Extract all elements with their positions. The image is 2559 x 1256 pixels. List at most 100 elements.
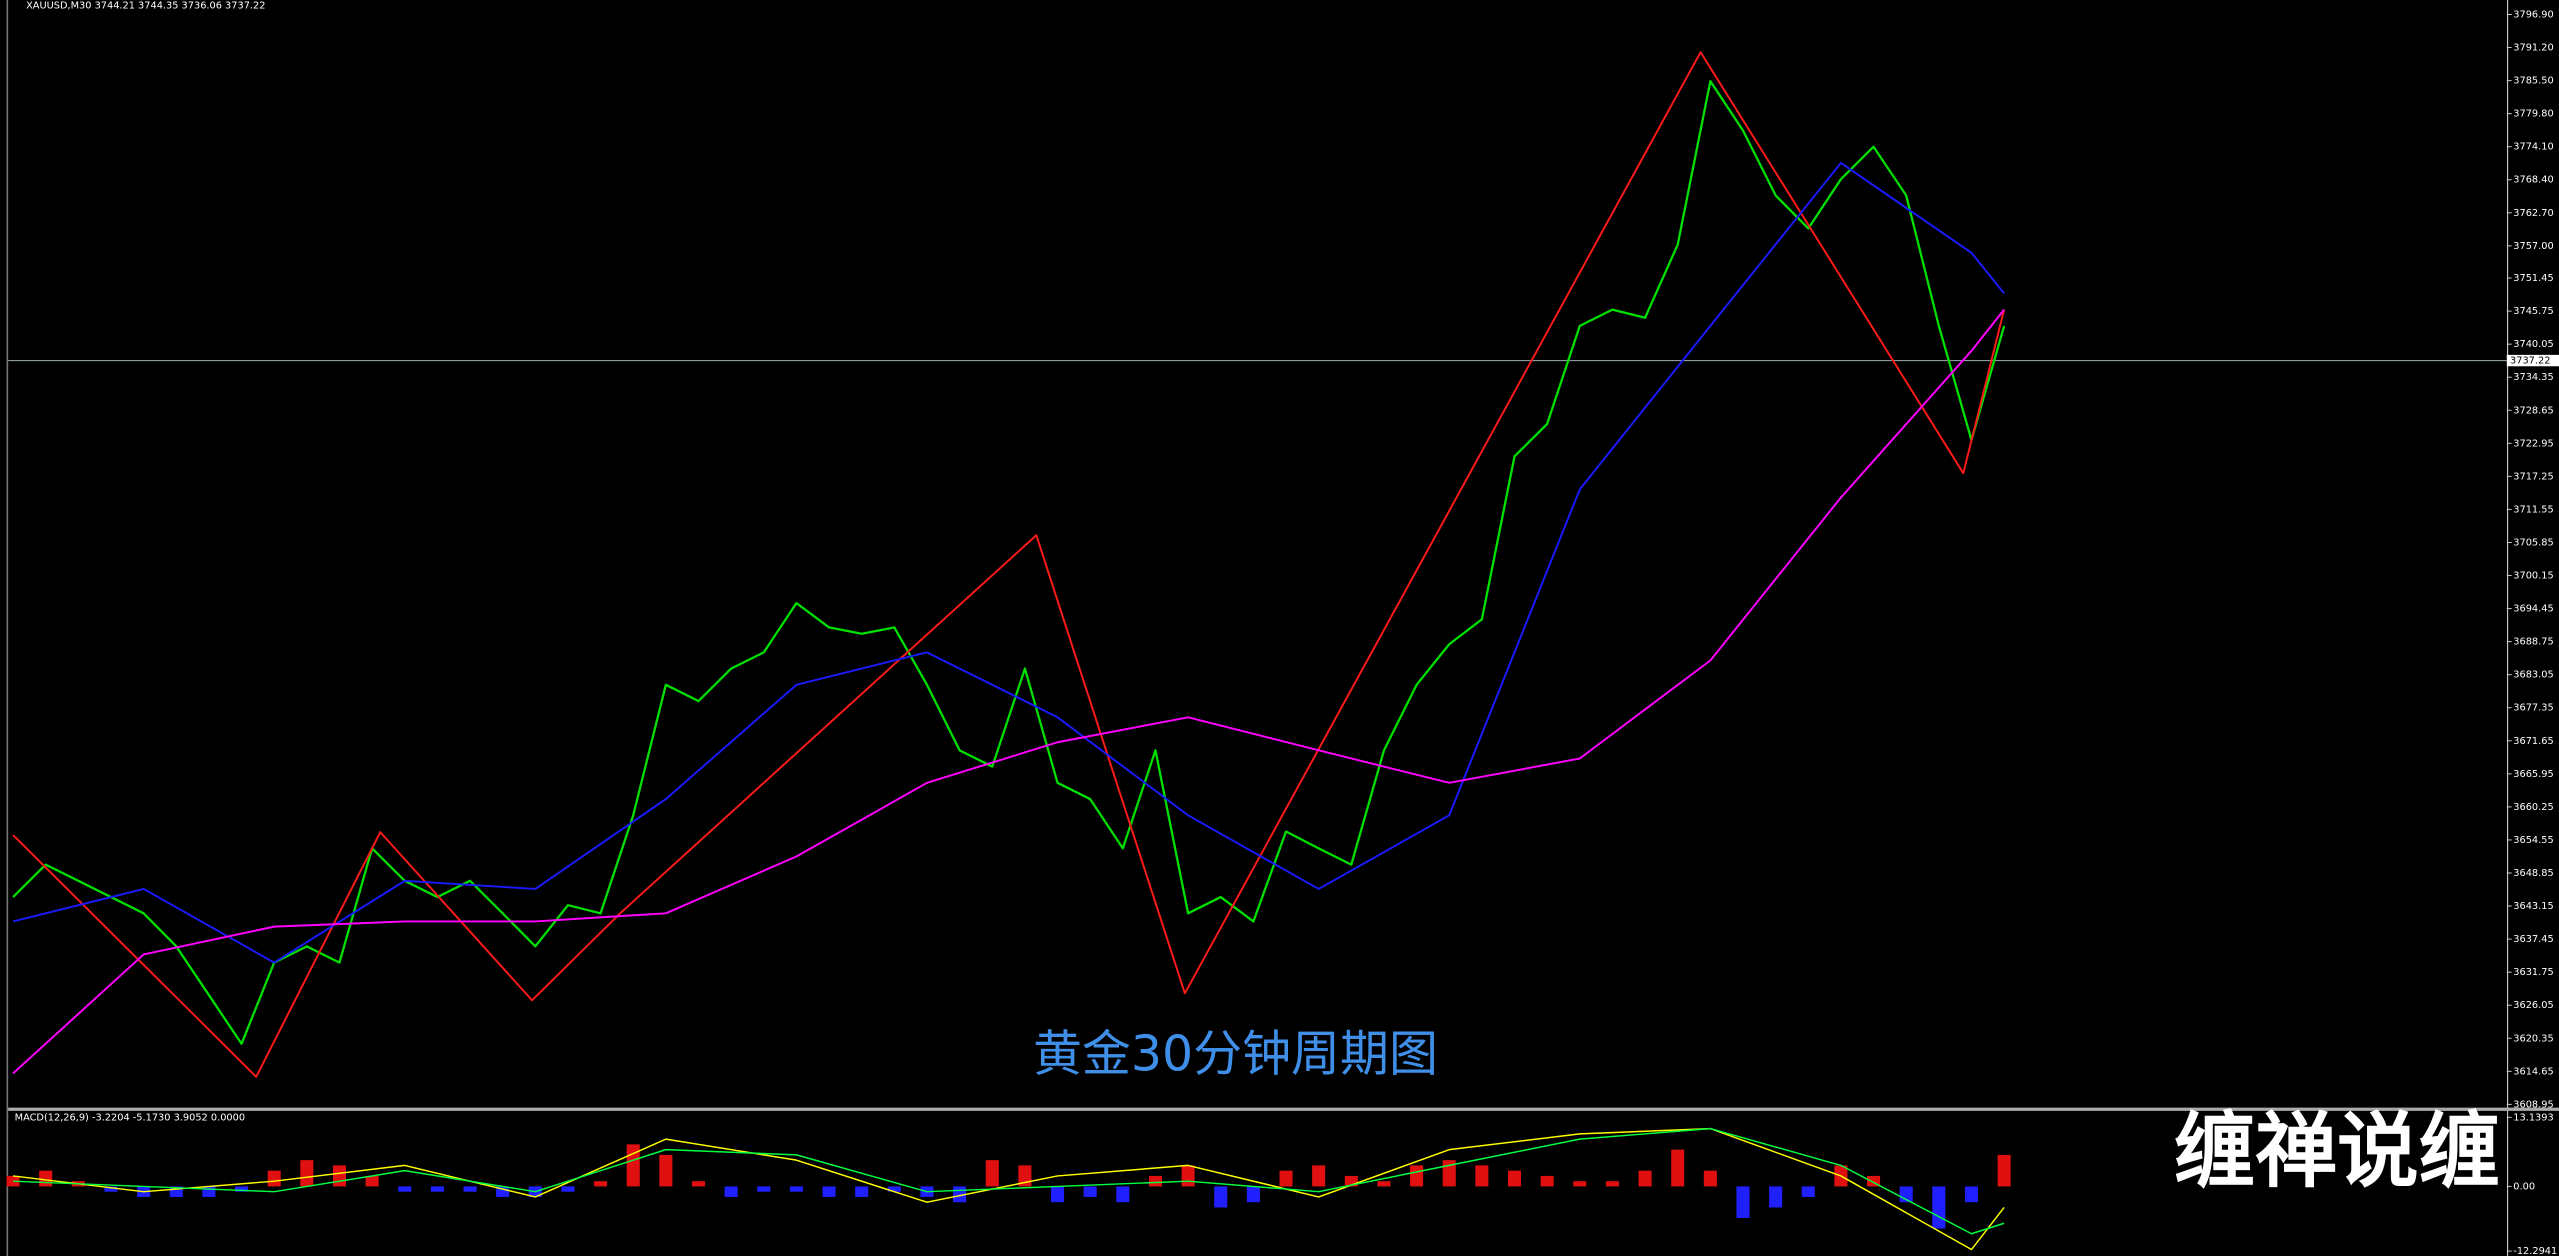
y-tick-label: 3660.25 [2513,802,2553,813]
macd-bar [39,1170,53,1187]
macd-bar [496,1186,510,1197]
y-tick-label: 3791.20 [2513,43,2553,54]
macd-bar [1703,1170,1717,1187]
y-tick-label: 3631.75 [2513,967,2553,978]
price-line [12,51,2006,1078]
macd-bar [463,1186,477,1192]
macd-bar [789,1186,803,1192]
price-line [12,309,2005,1075]
macd-bar [1932,1186,1946,1229]
y-tick-label: 3677.35 [2513,703,2553,714]
y-tick-label: 3614.65 [2513,1066,2553,1077]
y-tick-label: 3751.45 [2513,273,2553,284]
macd-bar [1214,1186,1228,1208]
price-line [12,80,2006,1045]
macd-tick-label: 0.00 [2513,1181,2535,1192]
macd-bar [1148,1175,1162,1187]
macd-bar [626,1144,640,1187]
macd-bar [235,1186,249,1192]
y-tick-label: 3637.45 [2513,934,2553,945]
y-tick-label: 3608.95 [2513,1099,2553,1110]
macd-bar [1181,1165,1195,1187]
macd-bar [1279,1170,1293,1187]
macd-bar [365,1175,379,1187]
macd-bar [1246,1186,1260,1203]
macd-bar [1475,1165,1489,1187]
y-tick-label: 3762.70 [2513,208,2553,219]
y-tick-label: 3717.25 [2513,471,2553,482]
macd-bar [757,1186,771,1192]
macd-bar [332,1165,346,1187]
last-price-label: 3737.22 [2510,356,2550,367]
macd-bar [1964,1186,1979,1203]
macd-bar [1116,1186,1130,1203]
y-tick-label: 3700.15 [2513,571,2553,582]
macd-bar [985,1160,999,1187]
y-tick-label: 3654.55 [2513,835,2553,846]
macd-bar [1573,1181,1587,1187]
macd-bar [1344,1175,1358,1187]
macd-bar [1671,1149,1685,1187]
macd-bar [724,1186,738,1197]
macd-bar [202,1186,216,1197]
y-tick-label: 3779.80 [2513,109,2553,120]
macd-title: MACD(12,26,9) -3.2204 -5.1730 3.9052 0.0… [15,1112,245,1123]
y-tick-label: 3648.85 [2513,868,2553,879]
brand-watermark: 缠禅说缠 [2174,1104,2500,1199]
macd-bar [1638,1170,1652,1187]
macd-bar [1507,1170,1522,1187]
y-tick-label: 3705.85 [2513,537,2553,548]
macd-bar [1083,1186,1097,1197]
macd-bar [1605,1181,1619,1187]
macd-bar [1410,1165,1424,1187]
macd-bar [1051,1186,1065,1203]
y-tick-label: 3728.65 [2513,405,2553,416]
y-tick-label: 3665.95 [2513,769,2553,780]
macd-bar [398,1186,412,1192]
y-tick-label: 3745.75 [2513,306,2553,317]
y-tick-label: 3671.65 [2513,736,2553,747]
y-tick-label: 3768.40 [2513,175,2553,186]
y-tick-label: 3785.50 [2513,76,2553,87]
y-tick-label: 3740.05 [2513,339,2553,350]
chart-annotation: 黄金30分钟周期图 [1033,1026,1438,1083]
macd-bar [822,1186,836,1197]
macd-bar [1769,1186,1783,1208]
macd-bar [1377,1181,1391,1187]
macd-bar [169,1186,183,1197]
macd-bar [691,1181,706,1187]
macd-bar [1867,1175,1881,1187]
macd-tick-label: -12.2941 [2513,1246,2557,1256]
macd-bar [1736,1186,1750,1218]
y-tick-label: 3688.75 [2513,637,2553,648]
y-tick-label: 3620.35 [2513,1033,2553,1044]
y-tick-label: 3643.15 [2513,901,2553,912]
macd-bar [1540,1175,1554,1187]
macd-bar [659,1154,673,1187]
chart-header: XAUUSD,M30 3744.21 3744.35 3736.06 3737.… [26,1,265,12]
y-tick-label: 3734.35 [2513,372,2553,383]
macd-bar [1997,1154,2011,1187]
y-tick-label: 3626.05 [2513,1000,2553,1011]
macd-bar [430,1186,444,1192]
macd-tick-label: 13.1393 [2513,1112,2553,1123]
macd-bar [855,1186,869,1197]
macd-bar [300,1160,314,1187]
y-tick-label: 3757.00 [2513,241,2553,252]
macd-line [12,1127,2005,1251]
y-tick-label: 3774.10 [2513,142,2553,153]
macd-line [13,1127,2005,1235]
y-tick-label: 3722.95 [2513,438,2553,449]
macd-bar [561,1186,575,1192]
y-tick-label: 3796.90 [2513,9,2553,20]
macd-bar [267,1170,281,1187]
macd-bar [104,1186,118,1192]
y-tick-label: 3711.55 [2513,504,2553,515]
price-line [12,161,2005,964]
macd-bar [887,1186,901,1192]
y-tick-label: 3694.45 [2513,604,2553,615]
y-tick-label: 3683.05 [2513,670,2553,681]
